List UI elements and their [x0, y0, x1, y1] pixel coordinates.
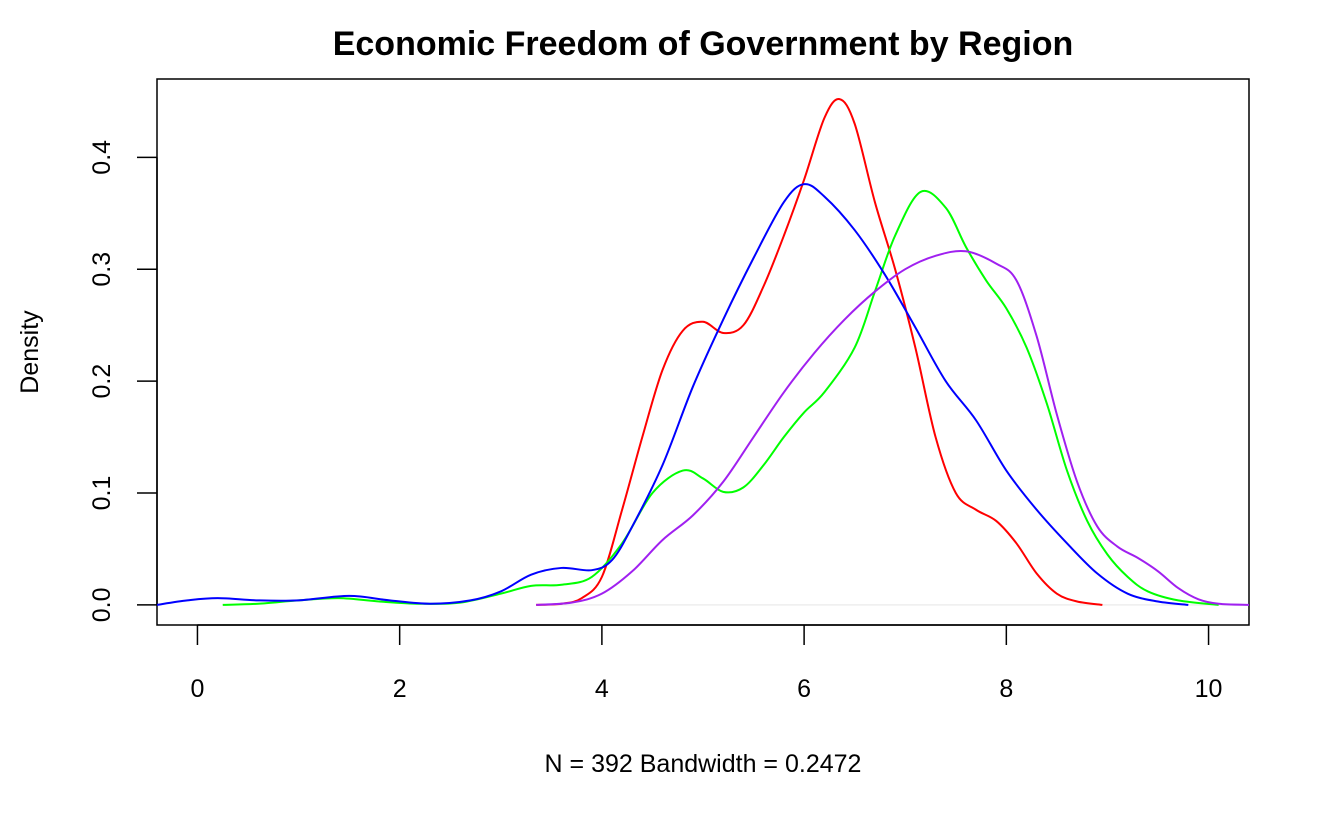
- x-tick-label: 6: [797, 675, 811, 703]
- density-line-blue: [156, 183, 1189, 606]
- chart-title: Economic Freedom of Government by Region: [333, 25, 1074, 63]
- x-tick-label: 0: [190, 675, 204, 703]
- y-axis: 0.0 0.1 0.2 0.3 0.4: [88, 140, 158, 622]
- density-line-green: [222, 189, 1219, 606]
- x-tick-label: 4: [595, 675, 609, 703]
- density-line-red: [536, 98, 1103, 606]
- x-axis-label: N = 392 Bandwidth = 0.2472: [545, 750, 862, 778]
- x-tick-label: 2: [393, 675, 407, 703]
- y-axis-label: Density: [16, 310, 44, 394]
- y-tick-label: 0.0: [88, 587, 116, 622]
- y-tick-label: 0.3: [88, 252, 116, 287]
- x-tick-label: 10: [1195, 675, 1223, 703]
- y-tick-label: 0.1: [88, 476, 116, 511]
- density-line-purple: [536, 249, 1250, 606]
- x-axis: 0 2 4 6 8 10: [190, 624, 1223, 703]
- density-curves: [156, 98, 1250, 606]
- plot-frame: [156, 78, 1250, 626]
- x-tick-label: 8: [999, 675, 1013, 703]
- y-tick-label: 0.2: [88, 364, 116, 399]
- y-tick-label: 0.4: [88, 140, 116, 175]
